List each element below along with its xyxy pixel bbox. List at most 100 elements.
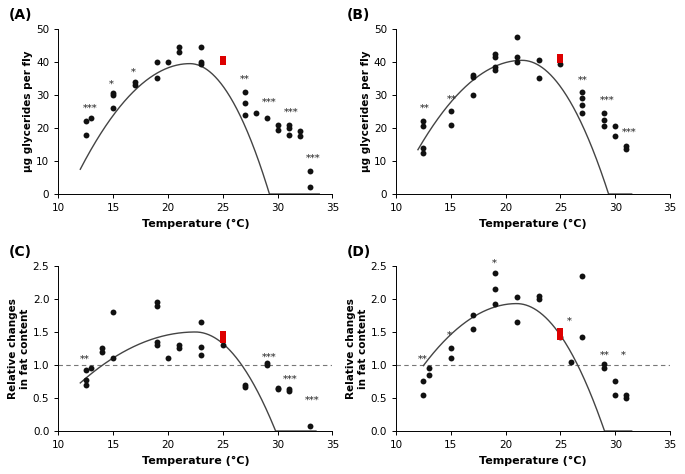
Point (173, 341, 184, 349)
Point (283, 131, 294, 138)
Point (418, 144, 429, 152)
Point (599, 360, 610, 367)
Point (621, 142, 632, 150)
Point (511, 34, 522, 41)
Point (305, 167, 316, 175)
Point (283, 388, 294, 395)
Point (418, 378, 429, 385)
Point (239, 88, 250, 95)
Point (467, 325, 478, 332)
Point (108, 309, 119, 316)
Point (445, 121, 456, 128)
Point (239, 111, 250, 118)
Point (195, 343, 206, 350)
Point (555, 327, 566, 335)
X-axis label: Temperature (°C): Temperature (°C) (142, 219, 249, 228)
Point (610, 132, 621, 140)
Point (445, 108, 456, 115)
Point (195, 60, 206, 67)
Point (577, 109, 588, 117)
Point (423, 371, 434, 379)
Text: *: * (131, 68, 136, 77)
Point (239, 381, 250, 389)
Text: **: ** (447, 94, 456, 103)
Y-axis label: µg glycerides per fly: µg glycerides per fly (361, 51, 371, 172)
Point (305, 422, 316, 429)
Point (467, 72, 478, 79)
Point (418, 149, 429, 156)
Y-axis label: µg glycerides per fly: µg glycerides per fly (23, 51, 34, 172)
Point (418, 118, 429, 125)
Text: (B): (B) (347, 9, 370, 22)
Point (97, 345, 108, 352)
Y-axis label: Relative changes
in fat content: Relative changes in fat content (346, 298, 368, 399)
Point (511, 53, 522, 61)
Point (195, 351, 206, 359)
Point (418, 123, 429, 130)
Point (272, 384, 283, 392)
Y-axis label: Relative changes
in fat content: Relative changes in fat content (8, 298, 30, 399)
Text: ***: *** (283, 374, 298, 383)
Text: ***: *** (622, 127, 636, 136)
Text: **: ** (240, 74, 250, 83)
Point (129, 78, 140, 86)
Point (533, 56, 544, 64)
X-axis label: Temperature (°C): Temperature (°C) (142, 456, 249, 465)
Point (610, 378, 621, 385)
Point (577, 101, 588, 109)
Text: ***: *** (305, 396, 320, 405)
Point (250, 109, 261, 117)
Point (577, 272, 588, 280)
Point (272, 121, 283, 128)
Point (272, 126, 283, 134)
Point (195, 318, 206, 326)
Text: ***: *** (284, 108, 299, 117)
Point (489, 53, 500, 61)
Point (108, 355, 119, 362)
Point (195, 43, 206, 51)
Point (621, 391, 632, 399)
Point (173, 345, 184, 352)
Point (489, 285, 500, 293)
Point (566, 358, 577, 365)
Point (151, 299, 162, 306)
Point (418, 391, 429, 399)
Point (599, 365, 610, 372)
Point (272, 386, 283, 393)
Text: **: ** (600, 351, 610, 360)
Point (511, 293, 522, 301)
Point (305, 183, 316, 191)
Point (294, 132, 305, 140)
Point (151, 58, 162, 66)
Point (577, 334, 588, 341)
Point (195, 58, 206, 66)
Text: *: * (567, 316, 572, 325)
Point (489, 66, 500, 74)
Point (173, 43, 184, 51)
X-axis label: Temperature (°C): Temperature (°C) (479, 219, 587, 228)
Point (555, 53, 566, 61)
Point (129, 81, 140, 89)
Point (239, 383, 250, 391)
Point (533, 295, 544, 303)
Point (239, 100, 250, 107)
Point (80, 376, 91, 383)
Point (533, 292, 544, 300)
Point (108, 91, 119, 99)
Point (97, 348, 108, 356)
Text: ***: *** (262, 98, 277, 107)
Point (621, 146, 632, 153)
Point (217, 341, 228, 349)
Point (151, 302, 162, 310)
Point (86, 114, 97, 122)
Point (489, 50, 500, 57)
Text: ***: *** (82, 104, 97, 113)
Point (261, 114, 272, 122)
Text: *: * (447, 331, 451, 340)
Point (555, 56, 566, 64)
Point (555, 60, 566, 67)
Text: ***: *** (600, 96, 614, 105)
Text: **: ** (578, 76, 588, 85)
Point (162, 355, 173, 362)
Point (108, 90, 119, 97)
